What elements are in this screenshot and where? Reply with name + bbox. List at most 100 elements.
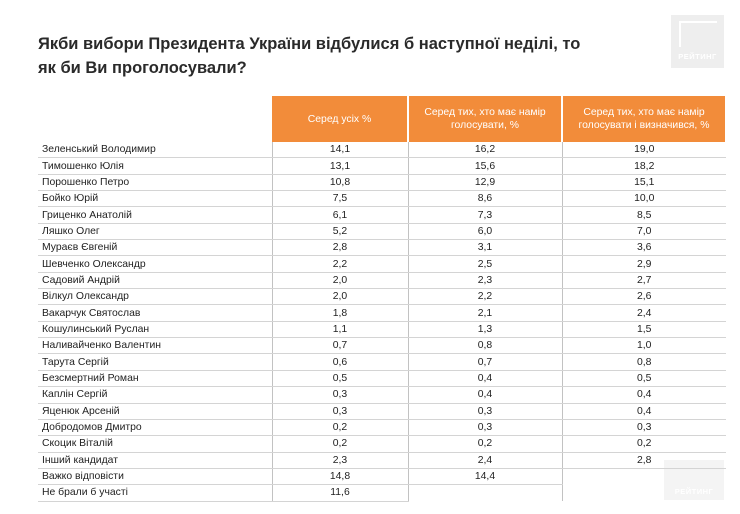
table-row: Садовий Андрій 2,0 2,3 2,7: [38, 272, 726, 290]
value-decided: 18,2: [561, 157, 726, 175]
table-row: Тимошенко Юлія 13,1 15,6 18,2: [38, 157, 726, 175]
candidate-name: Не брали б участі: [38, 484, 272, 502]
value-intend-to-vote: 7,3: [407, 206, 562, 224]
value-all: 11,6: [271, 484, 408, 502]
value-all: 1,8: [271, 304, 408, 322]
candidate-name: Скоцик Віталій: [38, 435, 272, 453]
table-row: Гриценко Анатолій 6,1 7,3 8,5: [38, 206, 726, 224]
candidate-name: Зеленський Володимир: [38, 142, 272, 159]
table-row: Не брали б участі 11,6: [38, 484, 726, 502]
candidate-name: Шевченко Олександр: [38, 255, 272, 273]
value-intend-to-vote: 0,3: [407, 419, 562, 437]
table-row: Безсмертний Роман 0,5 0,4 0,5: [38, 370, 726, 388]
value-decided: 0,5: [561, 370, 726, 388]
table-row: Важко відповісти 14,8 14,4: [38, 468, 726, 486]
candidate-name: Безсмертний Роман: [38, 370, 272, 388]
value-decided: 0,8: [561, 353, 726, 371]
value-decided: 1,5: [561, 321, 726, 339]
value-decided: 2,6: [561, 288, 726, 306]
value-intend-to-vote: 0,2: [407, 435, 562, 453]
candidate-name: Тарута Сергій: [38, 353, 272, 371]
value-decided: 3,6: [561, 239, 726, 257]
value-all: 0,3: [271, 403, 408, 420]
value-intend-to-vote: 8,6: [407, 190, 562, 208]
results-table: Серед усіх % Серед тих, хто має намір го…: [38, 96, 727, 502]
value-all: 2,2: [271, 255, 408, 273]
value-intend-to-vote: 16,2: [407, 142, 562, 159]
value-intend-to-vote: 12,9: [407, 174, 562, 192]
value-decided: 8,5: [561, 206, 726, 224]
candidate-name: Порошенко Петро: [38, 174, 272, 192]
value-all: 0,2: [271, 419, 408, 437]
value-all: 6,1: [271, 206, 408, 224]
header-blank-cell: [38, 96, 272, 142]
value-decided: 0,3: [561, 419, 726, 437]
value-all: 5,2: [271, 223, 408, 241]
value-decided: 2,8: [561, 452, 726, 469]
value-decided: 0,2: [561, 435, 726, 453]
value-decided: 10,0: [561, 190, 726, 208]
value-all: 10,8: [271, 174, 408, 192]
table-row: Шевченко Олександр 2,2 2,5 2,9: [38, 255, 726, 273]
value-intend-to-vote: 0,4: [407, 386, 562, 404]
page-title: Якби вибори Президента України відбулися…: [38, 35, 581, 77]
table-row: Інший кандидат 2,3 2,4 2,8: [38, 452, 726, 469]
candidate-name: Тимошенко Юлія: [38, 157, 272, 175]
column-header-decided: Серед тих, хто має намір голосувати і ви…: [562, 96, 727, 142]
candidate-name: Вакарчук Святослав: [38, 304, 272, 322]
candidate-name: Мураєв Євгеній: [38, 239, 272, 257]
table-row: Каплін Сергій 0,3 0,4 0,4: [38, 386, 726, 404]
table-row: Тарута Сергій 0,6 0,7 0,8: [38, 353, 726, 371]
table-row: Ляшко Олег 5,2 6,0 7,0: [38, 223, 726, 241]
value-decided: 0,4: [561, 386, 726, 404]
value-intend-to-vote: 2,2: [407, 288, 562, 306]
table-body: Зеленський Володимир 14,1 16,2 19,0 Тимошенк…: [38, 142, 726, 502]
value-all: 13,1: [271, 157, 408, 175]
value-intend-to-vote: 2,3: [407, 272, 562, 290]
candidate-name: Інший кандидат: [38, 452, 272, 469]
table-row: Наливайченко Валентин 0,7 0,8 1,0: [38, 337, 726, 355]
table-row: Бойко Юрій 7,5 8,6 10,0: [38, 190, 726, 208]
table-row: Мураєв Євгеній 2,8 3,1 3,6: [38, 239, 726, 257]
value-intend-to-vote: 0,3: [407, 403, 562, 420]
value-intend-to-vote: 2,5: [407, 255, 562, 273]
table-row: Кошулинський Руслан 1,1 1,3 1,5: [38, 321, 726, 339]
value-intend-to-vote: 15,6: [407, 157, 562, 175]
value-intend-to-vote: 2,4: [407, 452, 562, 469]
value-intend-to-vote: [407, 484, 562, 502]
value-all: 0,6: [271, 353, 408, 371]
table-row: Вакарчук Святослав 1,8 2,1 2,4: [38, 304, 726, 322]
value-decided: 1,0: [561, 337, 726, 355]
candidate-name: Садовий Андрій: [38, 272, 272, 290]
value-intend-to-vote: 2,1: [407, 304, 562, 322]
table-row: Скоцик Віталій 0,2 0,2 0,2: [38, 435, 726, 453]
candidate-name: Наливайченко Валентин: [38, 337, 272, 355]
candidate-name: Гриценко Анатолій: [38, 206, 272, 224]
table-row: Зеленський Володимир 14,1 16,2 19,0: [38, 142, 726, 159]
table-row: Порошенко Петро 10,8 12,9 15,1: [38, 174, 726, 192]
value-all: 2,3: [271, 452, 408, 469]
value-intend-to-vote: 1,3: [407, 321, 562, 339]
value-all: 2,8: [271, 239, 408, 257]
value-all: 14,8: [271, 468, 408, 486]
table-row: Вілкул Олександр 2,0 2,2 2,6: [38, 288, 726, 306]
value-decided: 2,7: [561, 272, 726, 290]
value-decided: 2,4: [561, 304, 726, 322]
table-row: Добродомов Дмитро 0,2 0,3 0,3: [38, 419, 726, 437]
value-intend-to-vote: 0,4: [407, 370, 562, 388]
value-all: 2,0: [271, 288, 408, 306]
candidate-name: Ляшко Олег: [38, 223, 272, 241]
value-all: 7,5: [271, 190, 408, 208]
table-row: Яценюк Арсеній 0,3 0,3 0,4: [38, 403, 726, 420]
value-intend-to-vote: 6,0: [407, 223, 562, 241]
value-all: 0,5: [271, 370, 408, 388]
candidate-name: Важко відповісти: [38, 468, 272, 486]
value-decided: [561, 468, 726, 485]
value-all: 0,2: [271, 435, 408, 453]
value-all: 2,0: [271, 272, 408, 290]
value-intend-to-vote: 3,1: [407, 239, 562, 257]
rating-logo: РЕЙТИНГ: [671, 15, 724, 68]
candidate-name: Добродомов Дмитро: [38, 419, 272, 437]
value-intend-to-vote: 0,7: [407, 353, 562, 371]
logo-mark-icon: [679, 21, 717, 47]
